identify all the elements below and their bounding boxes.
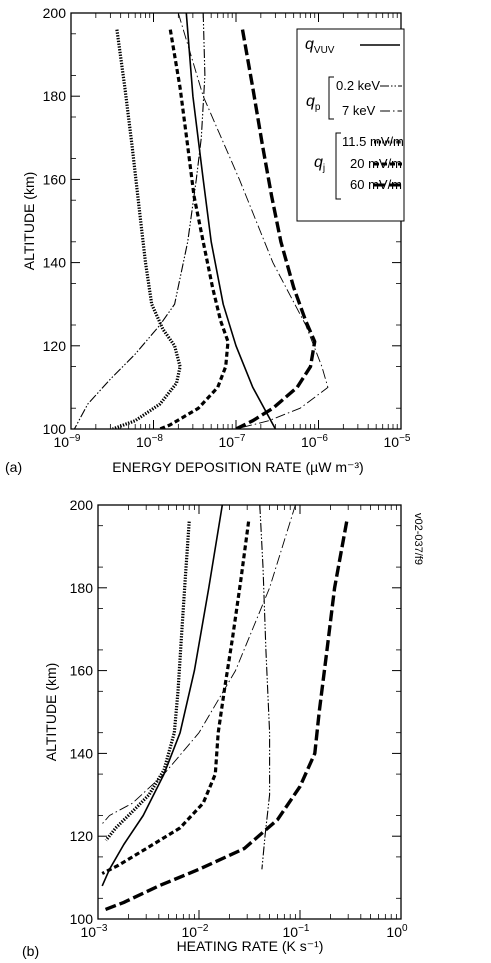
svg-text:qVUV: qVUV xyxy=(305,36,335,56)
series-line-qp_7-b xyxy=(101,505,296,825)
x-tick-label-b: 10−1 xyxy=(283,923,310,940)
series-line-qvuv-b xyxy=(101,505,224,887)
y-tick-label-b: 180 xyxy=(70,580,94,596)
legend-qp-symbol: q xyxy=(306,93,315,110)
series-line-qj_20-a xyxy=(159,29,230,429)
series-line-qj_20-b xyxy=(101,521,251,875)
legend-group-qj: qj 11.5 mV/m 20 mV/m 60 mV/m xyxy=(314,132,404,200)
legend-qj-symbol: q xyxy=(314,154,323,171)
series-line-qj_11-a xyxy=(112,29,182,429)
ticks-b: 10−3 10−2 10−1 100 100 120 140 160 180 200 xyxy=(70,497,408,940)
y-tick-label-a: 160 xyxy=(43,171,67,187)
legend-qp-low-label: 0.2 keV xyxy=(336,78,380,93)
legend-qp-bracket xyxy=(328,76,334,120)
legend-entry-qvuv: qVUV xyxy=(305,36,400,56)
y-tick-label-a: 200 xyxy=(43,5,67,21)
x-tick-label-a: 10−6 xyxy=(301,433,328,450)
y-tick-label-b: 160 xyxy=(70,663,94,679)
x-axis-label-a: ENERGY DEPOSITION RATE (µW m⁻³) xyxy=(112,459,363,475)
legend-box xyxy=(296,28,405,222)
legend-qvuv-subscript: VUV xyxy=(314,45,335,56)
panel-label-a: (a) xyxy=(5,459,22,475)
series-lines-b xyxy=(101,505,349,913)
x-tick-label-b: 100 xyxy=(386,923,408,940)
y-tick-label-a: 100 xyxy=(43,421,67,437)
series-line-qj_60-b xyxy=(101,521,349,913)
y-tick-label-a: 140 xyxy=(43,255,67,271)
panel-label-b: (b) xyxy=(22,943,39,959)
series-lines-a xyxy=(73,13,329,429)
series-line-qp_02-a xyxy=(73,13,206,429)
x-tick-label-b: 10−3 xyxy=(81,923,108,940)
y-axis-label-b: ALTITUDE (km) xyxy=(43,663,59,762)
x-axis-label-b: HEATING RATE (K s⁻¹) xyxy=(177,938,324,954)
legend-group-qp: qp 0.2 keV 7 keV xyxy=(306,76,402,120)
legend-qvuv-symbol: q xyxy=(305,36,314,53)
series-line-qj_11-b xyxy=(104,521,191,842)
legend-qj-bracket xyxy=(335,132,341,200)
y-tick-label-b: 120 xyxy=(70,828,94,844)
panel-b: 10−3 10−2 10−1 100 100 120 140 160 180 200 ALTITU… xyxy=(22,497,424,959)
ticks-a: 10−9 10−8 10−7 10−6 10−5 100 120 140 160 180 200 xyxy=(43,5,411,450)
legend-qp-high-label: 7 keV xyxy=(342,103,376,118)
svg-text:qp: qp xyxy=(306,93,321,113)
series-line-qp_02-b xyxy=(259,505,271,870)
series-line-qp_7-a xyxy=(177,13,329,429)
figure-code: v02-037/f9 xyxy=(412,513,424,565)
y-tick-label-b: 100 xyxy=(70,911,94,927)
series-line-qvuv-a xyxy=(185,13,277,429)
y-tick-label-b: 200 xyxy=(70,497,94,513)
legend-qj-low-label: 11.5 mV/m xyxy=(342,134,404,149)
x-tick-label-a: 10−9 xyxy=(54,433,81,450)
plot-frame-b xyxy=(97,504,402,920)
panel-a: 10−9 10−8 10−7 10−6 10−5 100 120 140 160 180 200 A… xyxy=(5,5,411,475)
legend-qj-subscript: j xyxy=(322,163,325,174)
x-tick-label-b: 10−2 xyxy=(182,923,209,940)
legend: qVUV qp 0.2 keV 7 keV qj 11.5 mV/m 20 mV… xyxy=(296,28,405,222)
legend-qp-subscript: p xyxy=(315,102,321,113)
y-axis-label-a: ALTITUDE (km) xyxy=(21,172,37,271)
x-tick-label-a: 10−5 xyxy=(384,433,411,450)
x-tick-label-a: 10−8 xyxy=(136,433,163,450)
svg-text:qj: qj xyxy=(314,154,325,174)
x-tick-label-a: 10−7 xyxy=(219,433,246,450)
y-tick-label-a: 180 xyxy=(43,88,67,104)
y-tick-label-b: 140 xyxy=(70,745,94,761)
y-tick-label-a: 120 xyxy=(43,338,67,354)
